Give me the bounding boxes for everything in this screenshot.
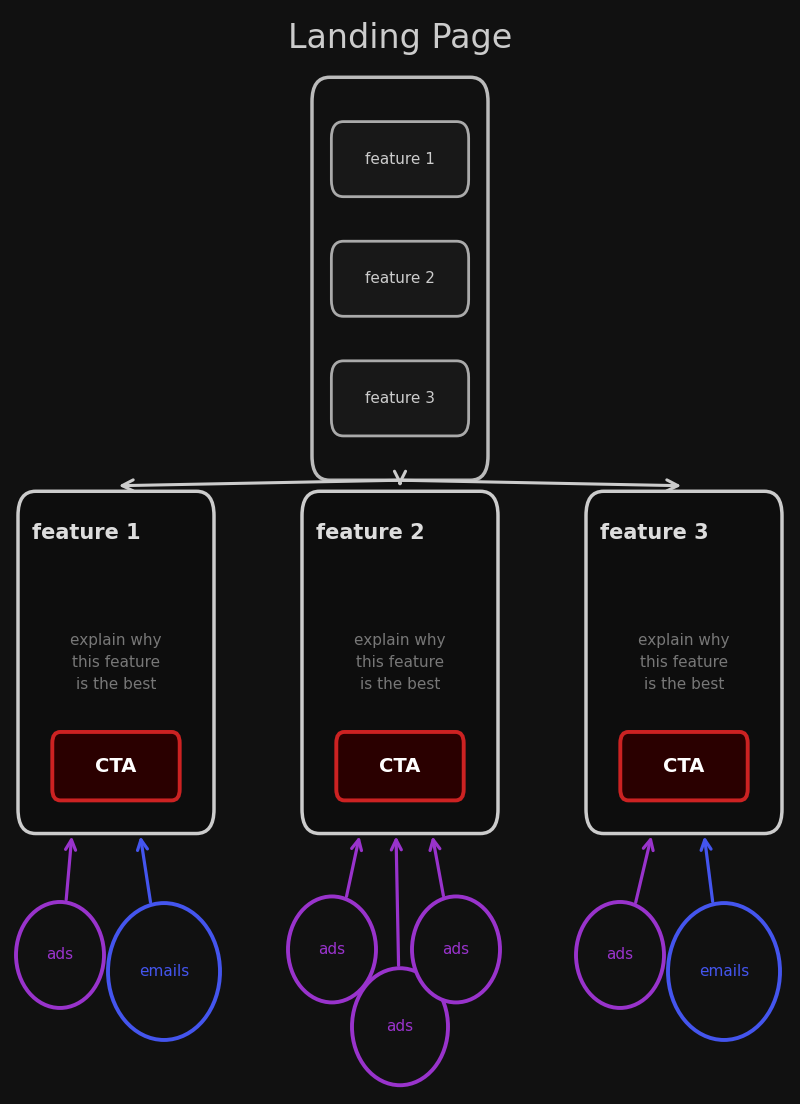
Ellipse shape <box>576 902 664 1008</box>
Ellipse shape <box>668 903 780 1040</box>
Text: Landing Page: Landing Page <box>288 22 512 55</box>
Text: CTA: CTA <box>95 756 137 776</box>
Ellipse shape <box>288 896 376 1002</box>
FancyBboxPatch shape <box>331 361 469 436</box>
Text: CTA: CTA <box>663 756 705 776</box>
FancyBboxPatch shape <box>620 732 748 800</box>
Text: ads: ads <box>46 947 74 963</box>
Text: ads: ads <box>442 942 470 957</box>
FancyBboxPatch shape <box>331 121 469 197</box>
FancyBboxPatch shape <box>52 732 180 800</box>
Text: explain why
this feature
is the best: explain why this feature is the best <box>638 633 730 692</box>
Text: feature 3: feature 3 <box>600 523 709 543</box>
Text: ads: ads <box>318 942 346 957</box>
Text: emails: emails <box>699 964 749 979</box>
Text: feature 1: feature 1 <box>32 523 141 543</box>
FancyBboxPatch shape <box>312 77 488 480</box>
FancyBboxPatch shape <box>586 491 782 834</box>
Text: explain why
this feature
is the best: explain why this feature is the best <box>70 633 162 692</box>
FancyBboxPatch shape <box>18 491 214 834</box>
Text: feature 2: feature 2 <box>317 523 425 543</box>
Text: ads: ads <box>386 1019 414 1034</box>
FancyBboxPatch shape <box>331 241 469 316</box>
Text: emails: emails <box>139 964 189 979</box>
Text: ads: ads <box>606 947 634 963</box>
Text: CTA: CTA <box>379 756 421 776</box>
Text: feature 1: feature 1 <box>365 151 435 167</box>
Ellipse shape <box>352 968 448 1085</box>
Text: feature 2: feature 2 <box>365 272 435 286</box>
Text: explain why
this feature
is the best: explain why this feature is the best <box>354 633 446 692</box>
Ellipse shape <box>16 902 104 1008</box>
FancyBboxPatch shape <box>336 732 464 800</box>
Ellipse shape <box>108 903 220 1040</box>
Text: feature 3: feature 3 <box>365 391 435 406</box>
Ellipse shape <box>412 896 500 1002</box>
FancyBboxPatch shape <box>302 491 498 834</box>
